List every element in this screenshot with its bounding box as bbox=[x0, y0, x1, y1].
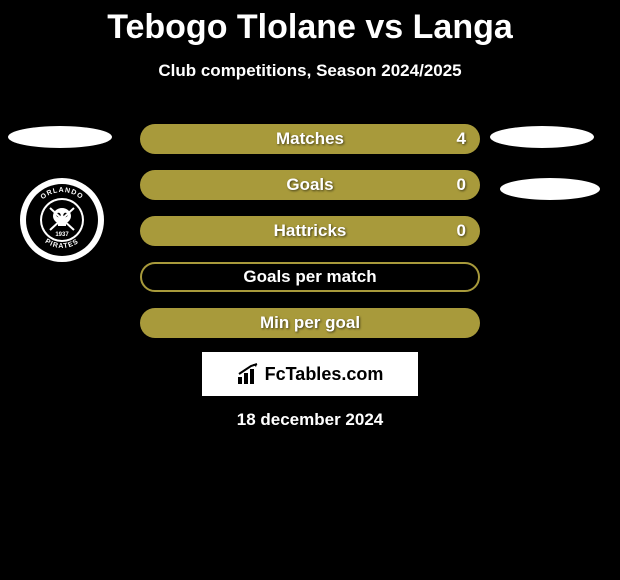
stat-value: 0 bbox=[457, 175, 466, 195]
page-title: Tebogo Tlolane vs Langa bbox=[0, 0, 620, 47]
date-line: 18 december 2024 bbox=[0, 410, 620, 430]
stat-label: Matches bbox=[276, 129, 344, 149]
right-player-ellipse-bottom bbox=[500, 178, 600, 200]
stat-row: Goals per match bbox=[140, 262, 480, 292]
stat-label: Goals bbox=[286, 175, 333, 195]
stat-rows: Matches 4 Goals 0 Hattricks 0 Goals per match M… bbox=[140, 124, 480, 354]
brand-box: FcTables.com bbox=[202, 352, 418, 396]
stat-row: Min per goal bbox=[140, 308, 480, 338]
stat-value: 4 bbox=[457, 129, 466, 149]
stat-label: Hattricks bbox=[274, 221, 347, 241]
subtitle: Club competitions, Season 2024/2025 bbox=[0, 61, 620, 81]
brand-chart-icon bbox=[237, 363, 259, 385]
right-player-ellipse-top bbox=[490, 126, 594, 148]
stat-row: Hattricks 0 bbox=[140, 216, 480, 246]
stat-row: Goals 0 bbox=[140, 170, 480, 200]
stat-label: Min per goal bbox=[260, 313, 360, 333]
stat-row: Matches 4 bbox=[140, 124, 480, 154]
club-badge: ORLANDO PIRATES 1937 bbox=[20, 178, 104, 262]
stat-label: Goals per match bbox=[243, 267, 376, 287]
left-player-ellipse bbox=[8, 126, 112, 148]
badge-year: 1937 bbox=[55, 232, 69, 238]
brand-text: FcTables.com bbox=[265, 364, 384, 385]
stat-value: 0 bbox=[457, 221, 466, 241]
